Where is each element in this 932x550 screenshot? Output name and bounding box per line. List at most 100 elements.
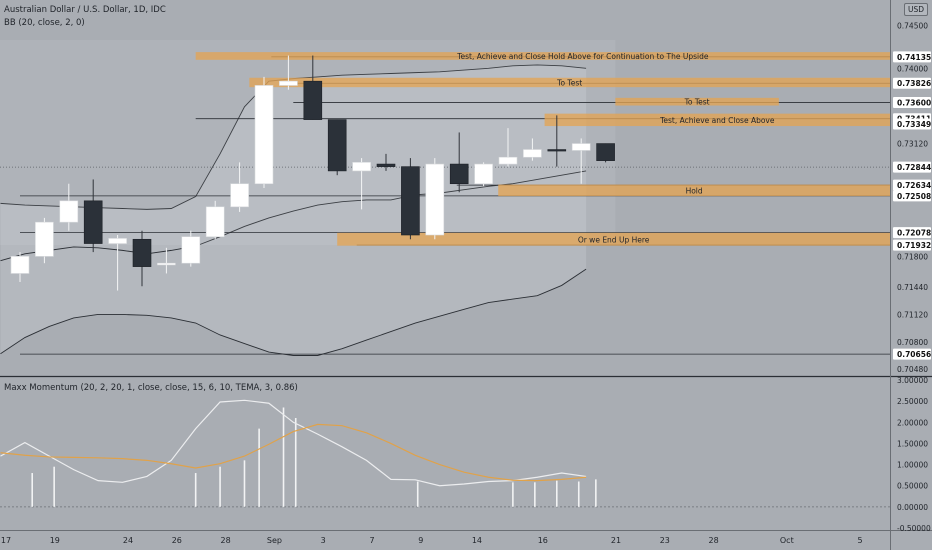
candle-body-13: [327, 119, 347, 172]
x-tick-label-2: 24: [123, 536, 133, 545]
zone-band-0: [195, 52, 890, 60]
price-label-0: 0.74135: [897, 53, 931, 62]
candle-body-15: [376, 163, 396, 167]
osc-series-line-0: [0, 399, 587, 487]
forecast-shade-rect: [0, 40, 616, 245]
osc-tick-5: 0.50000: [897, 482, 928, 491]
price-label-bg-9: [893, 239, 931, 251]
zone-band-4: [498, 184, 890, 197]
price-label-bg-4: [893, 118, 931, 130]
price-label-bg-2: [893, 97, 931, 109]
annotation-zones: Test, Achieve and Close Hold Above for C…: [195, 52, 891, 246]
osc-tick-3: 1.50000: [897, 439, 928, 448]
price-label-7: 0.72508: [897, 192, 931, 201]
candle-body-5: [132, 238, 152, 267]
price-label-8: 0.72078: [897, 229, 931, 238]
osc-tick-4: 1.00000: [897, 461, 928, 470]
candle-body-10: [254, 85, 274, 185]
zone-label-0: Test, Achieve and Close Hold Above for C…: [456, 52, 709, 61]
price-label-9: 0.71932: [897, 241, 931, 250]
currency-badge[interactable]: USD: [904, 3, 929, 16]
price-label-10: 0.70656: [897, 350, 931, 359]
candle-body-16: [401, 166, 420, 236]
price-label-4: 0.73349: [897, 120, 931, 129]
osc-tick-1: 2.50000: [897, 397, 928, 406]
bollinger-band-fill: [0, 64, 587, 356]
price-tick-7: 0.70480: [897, 365, 928, 374]
zone-label-4: Hold: [686, 186, 703, 195]
x-tick-label-0: 17: [1, 536, 11, 545]
candle-body-21: [523, 149, 542, 158]
price-label-bg-8: [893, 227, 931, 239]
bollinger-bands: [0, 64, 587, 356]
candle-body-18: [449, 163, 469, 185]
candle-body-2: [59, 200, 79, 223]
price-label-bg-5: [893, 161, 931, 173]
zone-label-2: To Test: [684, 98, 710, 107]
x-tick-label-10: 16: [538, 536, 548, 545]
candle-body-8: [205, 206, 225, 238]
price-label-6: 0.72634: [897, 181, 931, 190]
candle-body-12: [303, 80, 323, 120]
x-tick-label-6: 3: [321, 536, 326, 545]
bollinger-legend[interactable]: BB (20, close, 2, 0): [4, 18, 85, 28]
x-tick-label-7: 7: [369, 536, 374, 545]
zone-band-5: [337, 232, 890, 246]
price-label-bg-10: [893, 348, 931, 360]
price-label-bg-1: [893, 77, 931, 89]
candle-body-7: [181, 236, 201, 264]
candle-body-0: [10, 256, 30, 274]
zone-label-5: Or we End Up Here: [578, 235, 650, 244]
x-tick-label-3: 26: [172, 536, 182, 545]
candle-body-9: [230, 183, 249, 208]
x-tick-label-15: 5: [857, 536, 862, 545]
osc-series-line-1: [0, 423, 587, 482]
candles: [10, 55, 615, 291]
zone-band-1: [249, 77, 891, 88]
price-tick-5: 0.71120: [897, 310, 928, 319]
price-label-1: 0.73826: [897, 79, 931, 88]
candle-body-11: [279, 80, 298, 86]
candle-body-24: [596, 143, 615, 161]
candle-body-17: [425, 163, 445, 236]
candle-body-6: [157, 262, 176, 266]
zone-band-3: [544, 113, 890, 127]
oscillator-legend[interactable]: Maxx Momentum (20, 2, 20, 1, close, clos…: [4, 383, 298, 393]
price-tick-4: 0.71440: [897, 283, 928, 292]
zone-label-3: Test, Achieve and Close Above: [659, 116, 775, 125]
price-tick-0: 0.74500: [897, 22, 928, 31]
x-tick-label-13: 28: [709, 536, 719, 545]
bollinger-lower-line: [0, 268, 587, 356]
osc-tick-6: 0.00000: [897, 503, 928, 512]
x-tick-label-4: 28: [221, 536, 231, 545]
bollinger-middle-line: [0, 170, 587, 262]
chart-title: Australian Dollar / U.S. Dollar, 1D, IDC: [4, 5, 166, 15]
osc-tick-7: -0.50000: [897, 524, 931, 533]
momentum-oscillator: [0, 399, 890, 508]
x-tick-label-8: 9: [418, 536, 423, 545]
zone-label-1: To Test: [556, 78, 582, 87]
x-tick-label-1: 19: [50, 536, 60, 545]
price-tick-1: 0.74000: [897, 64, 928, 73]
candle-body-4: [108, 238, 127, 244]
candle-body-22: [547, 149, 567, 152]
price-tick-2: 0.73120: [897, 140, 928, 149]
price-label-2: 0.73600: [897, 99, 931, 108]
candle-body-3: [83, 200, 103, 244]
osc-tick-0: 3.00000: [897, 376, 928, 385]
forecast-shade: [0, 40, 616, 245]
price-label-bg-0: [893, 51, 931, 63]
price-label-bg-7: [893, 190, 931, 202]
price-axis-labels: 0.74500 0.74000 0.73120 0.71800 0.71440 0.711…: [893, 22, 931, 533]
x-tick-label-9: 14: [472, 536, 482, 545]
candle-body-23: [571, 143, 591, 151]
zone-band-2: [615, 97, 779, 106]
price-label-bg-6: [893, 179, 931, 191]
x-tick-label-11: 21: [611, 536, 621, 545]
x-tick-label-12: 23: [660, 536, 670, 545]
x-tick-label-14: Oct: [780, 536, 794, 545]
price-label-5: 0.72844: [897, 163, 931, 172]
price-tick-6: 0.70800: [897, 338, 928, 347]
